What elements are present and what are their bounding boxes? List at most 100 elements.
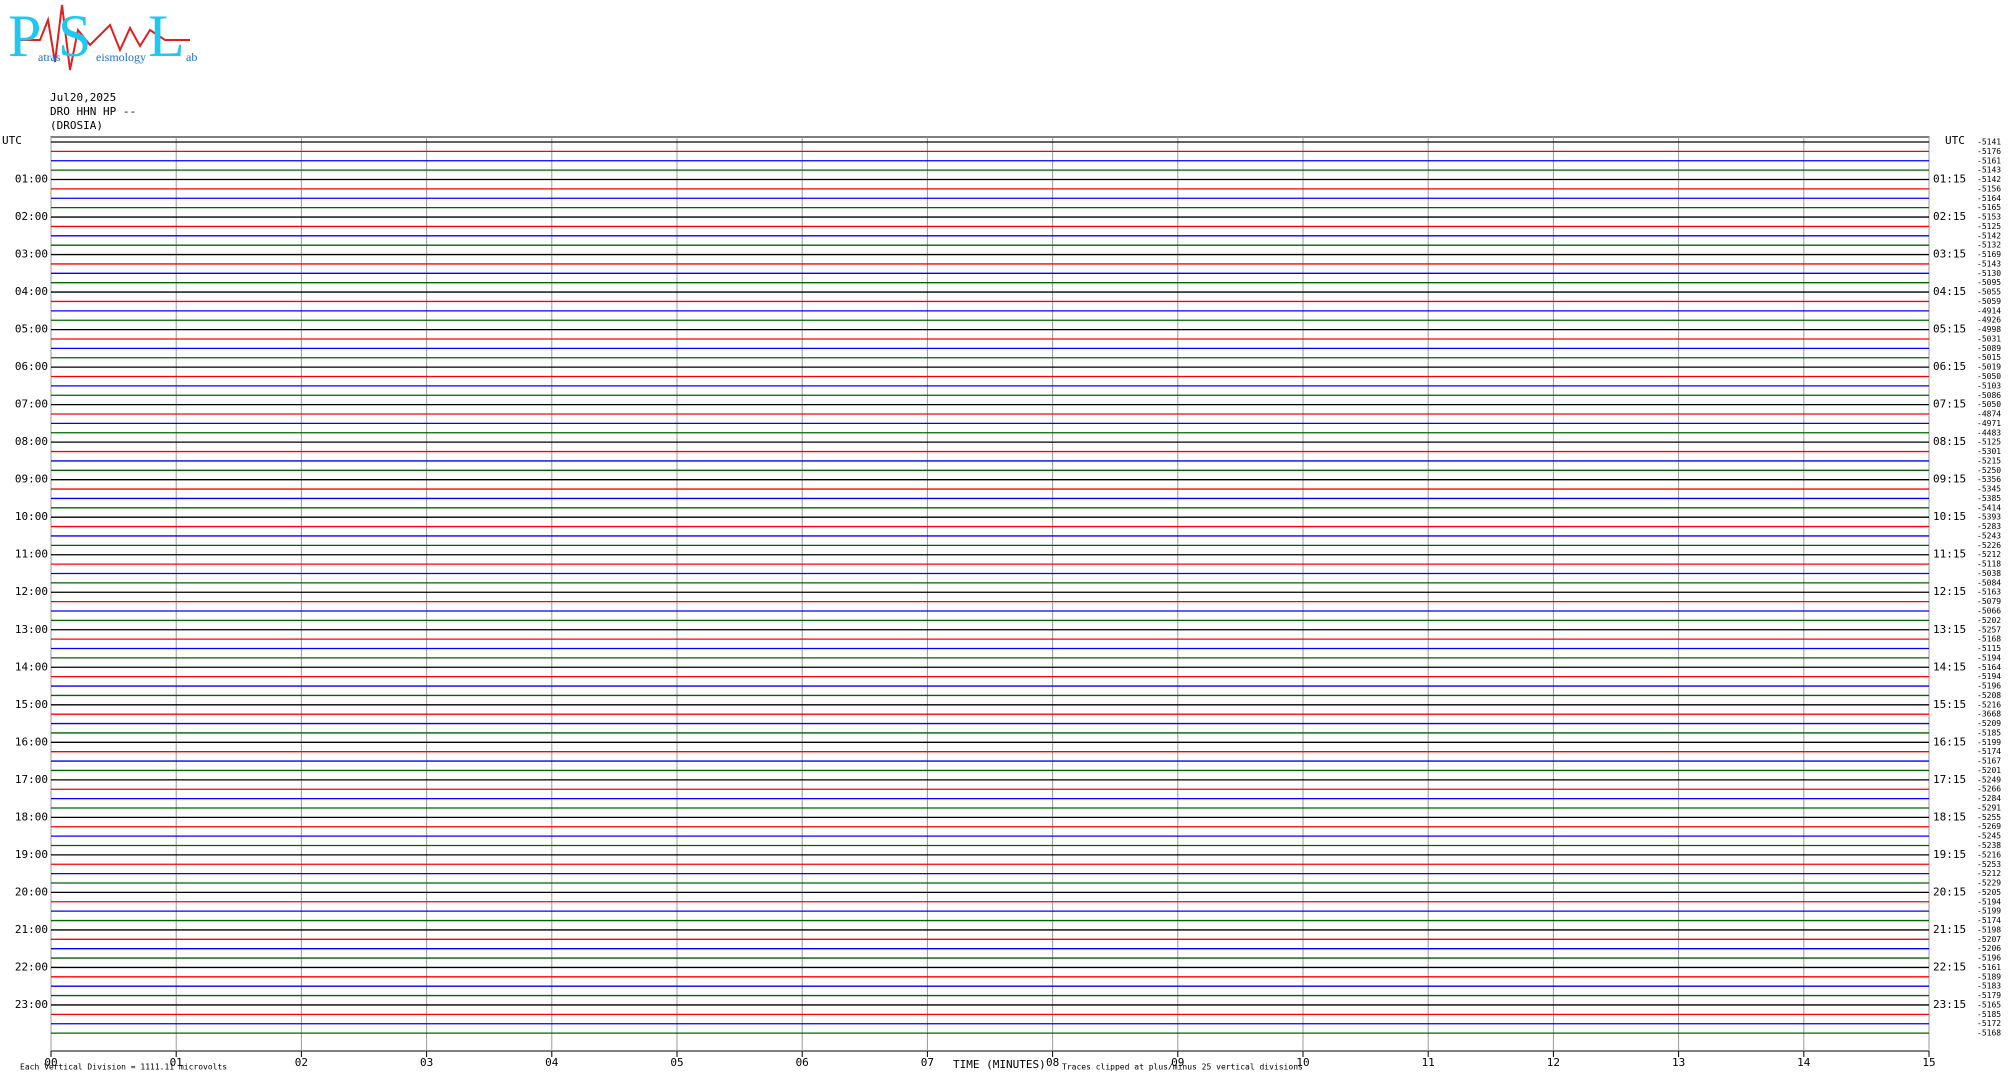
trace-level-label: -5183: [1977, 982, 2001, 991]
location: (DROSIA): [50, 119, 103, 132]
trace-level-label: -5156: [1977, 184, 2001, 193]
hour-label: 06:15: [1933, 360, 1966, 373]
hour-label: 03:15: [1933, 248, 1966, 261]
x-tick-label: 00: [44, 1056, 57, 1069]
trace-level-label: -5212: [1977, 550, 2001, 559]
trace-level-label: -5283: [1977, 522, 2001, 531]
hour-label: 22:15: [1933, 960, 1966, 973]
left-axis-title: UTC: [2, 134, 22, 147]
hour-label: 14:15: [1933, 660, 1966, 673]
trace-level-label: -5201: [1977, 766, 2001, 775]
trace-level-label: -5238: [1977, 841, 2001, 850]
hour-label: 10:15: [1933, 510, 1966, 523]
x-tick-label: 06: [796, 1056, 809, 1069]
hour-label: 13:00: [15, 623, 48, 636]
hour-label: 14:00: [15, 660, 48, 673]
x-tick-label: 12: [1547, 1056, 1560, 1069]
trace-level-label: -5125: [1977, 438, 2001, 447]
logo-letter: P: [8, 3, 41, 69]
trace-level-label: -5205: [1977, 888, 2001, 897]
x-axis-label: TIME (MINUTES): [953, 1058, 1046, 1071]
trace-level-label: -5345: [1977, 485, 2001, 494]
trace-level-label: -5141: [1977, 138, 2001, 147]
clip-note: Traces clipped at plus/minus 25 vertical…: [1062, 1063, 1303, 1072]
trace-level-label: -5243: [1977, 531, 2001, 540]
trace-level-label: -5031: [1977, 334, 2001, 343]
trace-level-label: -5164: [1977, 194, 2001, 203]
trace-level-label: -5216: [1977, 850, 2001, 859]
hour-label: 23:15: [1933, 998, 1966, 1011]
logo-letter: S: [58, 3, 91, 69]
trace-level-label: -5095: [1977, 278, 2001, 287]
trace-level-label: -5143: [1977, 166, 2001, 175]
scale-note: Each Vertical Division = 1111.11 microvo…: [20, 1063, 227, 1072]
trace-level-label: -5199: [1977, 907, 2001, 916]
trace-level-label: -5172: [1977, 1019, 2001, 1028]
hour-label: 16:00: [15, 735, 48, 748]
trace-level-label: -5199: [1977, 738, 2001, 747]
x-tick-label: 10: [1296, 1056, 1309, 1069]
x-tick-label: 07: [921, 1056, 934, 1069]
x-tick-label: 02: [295, 1056, 308, 1069]
trace-level-label: -5038: [1977, 569, 2001, 578]
trace-level-label: -4926: [1977, 316, 2001, 325]
x-tick-label: 11: [1422, 1056, 1435, 1069]
trace-level-label: -5253: [1977, 860, 2001, 869]
trace-level-label: -5050: [1977, 400, 2001, 409]
trace-level-label: -5142: [1977, 231, 2001, 240]
hour-label: 12:00: [15, 585, 48, 598]
logo-wave: [20, 4, 190, 71]
hour-label: 04:15: [1933, 285, 1966, 298]
hour-label: 03:00: [15, 248, 48, 261]
trace-level-label: -4914: [1977, 306, 2001, 315]
trace-level-label: -4874: [1977, 410, 2001, 419]
trace-level-label: -5208: [1977, 691, 2001, 700]
station: DRO HHN HP --: [50, 105, 136, 118]
trace-level-label: -5142: [1977, 175, 2001, 184]
trace-level-label: -5284: [1977, 794, 2001, 803]
trace-level-label: -5194: [1977, 653, 2001, 662]
trace-level-label: -5393: [1977, 513, 2001, 522]
trace-level-label: -5079: [1977, 597, 2001, 606]
trace-level-label: -5130: [1977, 269, 2001, 278]
trace-level-label: -5301: [1977, 447, 2001, 456]
trace-level-label: -5103: [1977, 381, 2001, 390]
hour-label: 23:00: [15, 998, 48, 1011]
trace-level-label: -5167: [1977, 757, 2001, 766]
trace-level-label: -5255: [1977, 813, 2001, 822]
trace-level-label: -5066: [1977, 607, 2001, 616]
trace-level-label: -5207: [1977, 935, 2001, 944]
trace-level-label: -5050: [1977, 372, 2001, 381]
hour-label: 19:00: [15, 848, 48, 861]
trace-level-label: -5209: [1977, 719, 2001, 728]
hour-label: 07:15: [1933, 398, 1966, 411]
trace-level-label: -5132: [1977, 241, 2001, 250]
trace-level-label: -5229: [1977, 879, 2001, 888]
trace-level-label: -5215: [1977, 456, 2001, 465]
hour-label: 12:15: [1933, 585, 1966, 598]
x-tick-label: 14: [1797, 1056, 1811, 1069]
hour-label: 02:00: [15, 210, 48, 223]
trace-level-label: -5196: [1977, 954, 2001, 963]
trace-level-label: -5174: [1977, 916, 2001, 925]
hour-label: 07:00: [15, 398, 48, 411]
trace-level-label: -5115: [1977, 644, 2001, 653]
trace-level-label: -5086: [1977, 391, 2001, 400]
hour-label: 18:00: [15, 810, 48, 823]
trace-level-label: -5226: [1977, 541, 2001, 550]
hour-label: 06:00: [15, 360, 48, 373]
trace-level-label: -5059: [1977, 297, 2001, 306]
hour-label: 05:15: [1933, 323, 1966, 336]
trace-level-label: -5125: [1977, 222, 2001, 231]
plot-frame: [50, 136, 1930, 1052]
trace-level-label: -5385: [1977, 494, 2001, 503]
trace-level-label: -5257: [1977, 625, 2001, 634]
trace-level-label: -5161: [1977, 963, 2001, 972]
trace-level-label: -5291: [1977, 803, 2001, 812]
hour-label: 11:15: [1933, 548, 1966, 561]
trace-level-label: -5168: [1977, 1029, 2001, 1038]
x-tick-label: 01: [170, 1056, 183, 1069]
logo-letter: L: [148, 3, 185, 69]
hour-label: 01:00: [15, 173, 48, 186]
